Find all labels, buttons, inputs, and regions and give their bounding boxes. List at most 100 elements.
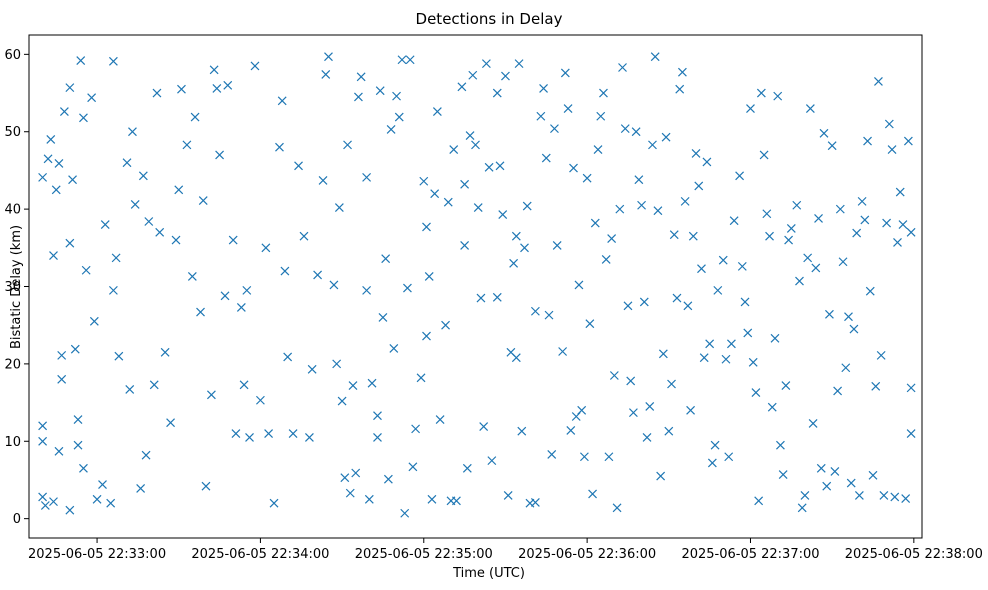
data-point	[487, 456, 497, 466]
data-point	[588, 489, 597, 499]
data-point	[65, 83, 75, 93]
data-point	[882, 218, 892, 228]
data-point	[800, 491, 810, 500]
data-point	[468, 70, 478, 80]
data-point	[166, 418, 175, 428]
x-axis-label: Time (UTC)	[452, 566, 525, 581]
data-point	[751, 388, 761, 397]
data-point	[650, 52, 660, 62]
data-point	[735, 171, 745, 181]
data-point	[574, 280, 584, 290]
data-point	[427, 494, 437, 504]
data-point	[73, 415, 83, 425]
data-point	[906, 227, 916, 237]
data-point	[108, 285, 118, 295]
data-point	[38, 436, 48, 446]
data-point	[558, 347, 568, 356]
data-point	[680, 196, 690, 206]
points-layer	[38, 52, 916, 518]
data-point	[337, 396, 347, 406]
data-point	[141, 450, 151, 460]
data-point	[236, 302, 246, 312]
data-point	[854, 491, 864, 500]
data-point	[231, 429, 241, 438]
data-point	[57, 350, 67, 360]
data-point	[697, 264, 706, 274]
data-point	[54, 446, 64, 456]
data-point	[411, 424, 421, 434]
data-point	[38, 172, 48, 182]
data-point	[667, 379, 676, 389]
data-point	[57, 374, 67, 384]
data-point	[492, 88, 502, 98]
data-point	[511, 353, 521, 363]
data-point	[245, 432, 254, 442]
data-point	[386, 124, 396, 134]
data-point	[536, 111, 546, 121]
data-point	[814, 213, 823, 223]
data-point	[811, 263, 821, 273]
data-point	[721, 354, 731, 364]
data-point	[299, 231, 309, 241]
data-point	[686, 405, 696, 415]
data-point	[852, 228, 862, 238]
data-point	[514, 59, 524, 69]
x-tick-label: 2025-06-05 22:36:00	[518, 547, 656, 562]
data-point	[171, 235, 181, 245]
data-point	[419, 176, 429, 186]
x-tick-label: 2025-06-05 22:35:00	[355, 547, 493, 562]
data-point	[106, 498, 116, 508]
data-point	[860, 215, 870, 225]
data-point	[509, 258, 519, 268]
data-point	[822, 481, 832, 491]
y-tick-label: 30	[4, 280, 21, 295]
data-point	[389, 343, 399, 353]
data-point	[691, 148, 701, 158]
y-tick-label: 0	[13, 512, 21, 527]
data-point	[275, 142, 284, 152]
data-point	[522, 201, 532, 211]
data-point	[288, 429, 298, 438]
data-point	[762, 209, 772, 219]
data-point	[182, 140, 192, 150]
data-point	[81, 265, 91, 275]
data-point	[844, 312, 853, 322]
data-point	[367, 378, 377, 388]
data-point	[87, 93, 97, 103]
data-point	[694, 181, 704, 191]
data-point	[634, 175, 644, 185]
data-point	[645, 402, 655, 411]
data-point	[375, 86, 385, 96]
data-point	[111, 253, 121, 263]
data-point	[781, 381, 791, 390]
data-point	[688, 231, 698, 241]
data-point	[261, 243, 271, 253]
data-point	[748, 357, 758, 367]
data-point	[871, 381, 881, 391]
data-point	[746, 104, 755, 113]
data-point	[890, 492, 900, 502]
data-point	[318, 176, 328, 185]
data-point	[89, 316, 99, 326]
data-point	[770, 333, 780, 343]
data-point	[125, 384, 135, 394]
data-point	[280, 266, 290, 276]
data-point	[577, 405, 587, 415]
data-point	[628, 408, 638, 418]
data-point	[351, 468, 361, 478]
data-point	[98, 480, 107, 490]
data-point	[460, 179, 470, 189]
data-point	[79, 463, 88, 473]
data-point	[190, 112, 200, 122]
data-point	[348, 381, 358, 390]
data-point	[38, 492, 48, 502]
data-point	[718, 255, 728, 265]
data-point	[743, 328, 753, 338]
data-point	[408, 462, 418, 472]
data-point	[675, 84, 685, 94]
data-point	[40, 501, 50, 510]
data-point	[155, 227, 165, 237]
data-point	[206, 390, 216, 400]
data-point	[492, 292, 502, 302]
